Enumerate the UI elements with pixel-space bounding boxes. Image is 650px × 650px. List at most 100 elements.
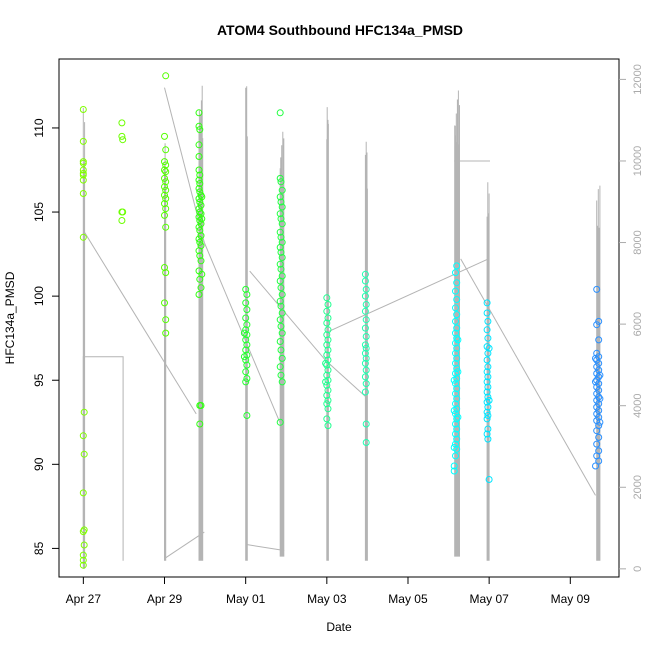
data-point	[278, 220, 286, 228]
data-point	[362, 366, 370, 374]
data-point	[243, 375, 251, 382]
data-point	[485, 476, 493, 483]
data-point	[483, 408, 491, 416]
chart-title: ATOM4 Southbound HFC134a_PMSD	[217, 22, 463, 38]
y-tick-label: 105	[32, 202, 46, 222]
data-point	[80, 408, 88, 416]
data-point	[277, 265, 285, 273]
data-point	[362, 316, 370, 324]
data-point	[361, 373, 369, 381]
data-point	[452, 304, 459, 312]
data-point	[119, 208, 127, 216]
data-point	[197, 402, 205, 409]
data-point	[485, 396, 493, 404]
altitude-profile	[279, 131, 285, 557]
data-point	[596, 418, 604, 426]
data-point	[162, 161, 170, 169]
data-point	[276, 338, 284, 345]
data-point	[595, 386, 603, 394]
data-point	[196, 171, 204, 179]
altitude-transit-line	[245, 543, 285, 551]
data-point	[195, 109, 203, 117]
data-point	[453, 354, 461, 362]
data-point	[79, 489, 87, 497]
x-tick-label: May 03	[307, 592, 347, 606]
data-point	[118, 119, 126, 127]
data-point	[362, 439, 370, 446]
data-point	[483, 378, 491, 386]
data-point	[593, 321, 601, 329]
data-point	[198, 270, 206, 278]
data-point	[362, 380, 370, 388]
data-point	[278, 309, 286, 317]
data-point	[195, 153, 203, 160]
data-point	[323, 341, 331, 349]
data-point	[198, 193, 206, 201]
data-point	[324, 396, 332, 404]
data-point	[161, 264, 168, 271]
y-tick-label: 90	[32, 457, 46, 471]
data-point	[452, 430, 459, 438]
data-point	[277, 248, 285, 256]
y-tick-label: 85	[32, 541, 46, 555]
data-point	[322, 359, 330, 367]
data-point	[483, 368, 491, 376]
data-point	[593, 427, 601, 435]
data-point	[79, 171, 87, 179]
data-point	[324, 314, 332, 322]
data-point	[276, 277, 284, 285]
data-point	[196, 420, 204, 428]
right-tick-label: 6000	[632, 312, 644, 336]
data-point	[79, 551, 87, 559]
data-point	[277, 302, 285, 310]
data-point	[483, 299, 491, 307]
x-tick-label: May 09	[551, 592, 591, 606]
data-point	[80, 541, 88, 549]
data-point	[593, 403, 601, 411]
data-point	[595, 359, 603, 367]
data-point	[198, 215, 206, 223]
data-point	[453, 415, 461, 423]
altitude-transit-line	[164, 531, 205, 560]
data-point	[453, 425, 461, 433]
data-point	[324, 301, 332, 308]
data-point	[483, 343, 491, 351]
data-point	[161, 174, 168, 182]
data-point	[276, 316, 284, 324]
data-point	[161, 132, 168, 140]
right-axis: 0 2000 4000 6000 8000 10000 12000	[619, 64, 644, 572]
data-point	[161, 211, 168, 219]
data-point	[452, 349, 459, 357]
altitude-profile	[486, 182, 490, 561]
altitude-transit-line	[325, 360, 367, 398]
data-point	[324, 326, 332, 334]
data-point	[453, 334, 461, 342]
data-point	[161, 158, 168, 166]
data-point	[593, 356, 601, 364]
data-point	[242, 299, 250, 307]
y-tick-label: 100	[32, 286, 46, 306]
data-point	[452, 287, 459, 295]
data-point	[243, 321, 251, 329]
data-point	[278, 254, 286, 261]
data-point	[242, 346, 250, 354]
data-point	[79, 561, 87, 569]
data-point	[452, 269, 459, 277]
x-tick-label: May 05	[388, 592, 428, 606]
data-point	[361, 324, 369, 332]
data-point	[362, 301, 370, 308]
data-point	[323, 381, 331, 389]
data-point	[278, 329, 286, 337]
right-tick-label: 8000	[632, 230, 644, 254]
data-point	[453, 296, 461, 303]
data-point	[450, 444, 458, 451]
data-point	[242, 378, 250, 386]
data-point	[323, 391, 331, 399]
data-point	[323, 400, 331, 408]
data-point	[452, 317, 459, 325]
data-point	[323, 307, 331, 315]
altitude-profile	[326, 107, 329, 561]
data-point	[592, 378, 599, 386]
data-point	[452, 380, 459, 388]
data-point	[592, 354, 599, 362]
